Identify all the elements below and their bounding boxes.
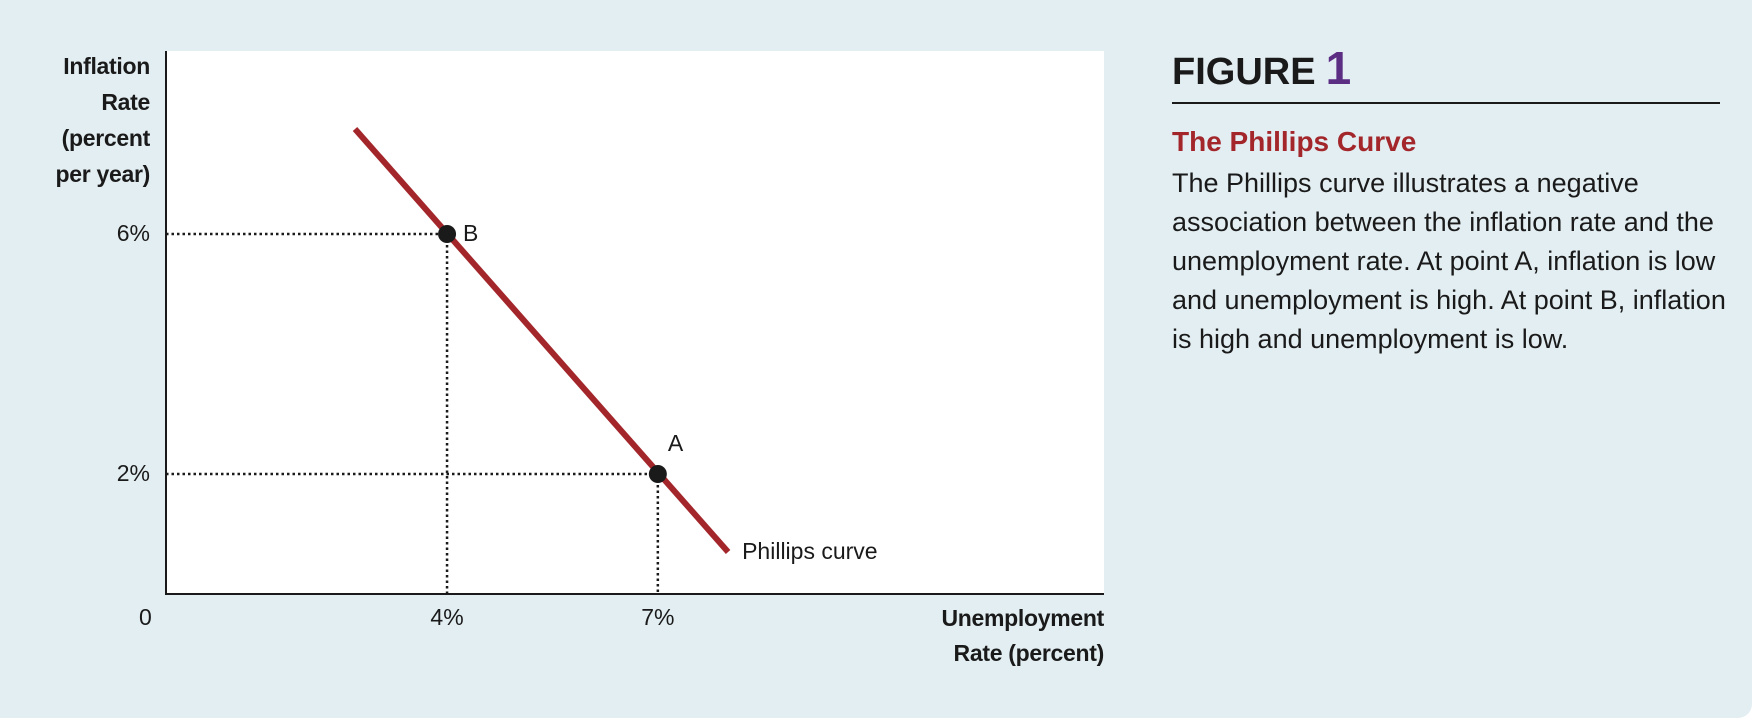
series-layer [352,127,731,554]
x-tick-label: 7% [641,604,675,630]
guide-lines [166,232,660,594]
origin-label: 0 [139,604,152,630]
y-axis-label-line: Rate [101,89,150,115]
figure-title: The Phillips Curve [1172,126,1417,157]
y-axis-label-line: Inflation [63,53,150,79]
x-axis-label-line: Unemployment [941,605,1104,631]
figure-number: 1 [1325,42,1352,94]
point-b-marker [438,225,457,243]
point-label-b: B [463,220,479,246]
figure-caption: The Phillips curve illustrates a negativ… [1172,168,1726,354]
points-layer [438,225,667,483]
figure-heading: FIGURE 1 [1172,44,1720,104]
phillips-curve-line [352,127,731,554]
y-tick-label: 2% [116,460,150,486]
plot-area [166,51,1104,594]
figure-heading-text: FIGURE [1172,51,1316,93]
y-axis-label-line: per year) [55,161,151,187]
x-axis-label-line: Rate (percent) [953,640,1105,666]
y-axis-label: Inflation Rate (percent per year) [55,48,151,192]
x-axis-label: Unemployment Rate (percent) [941,601,1104,671]
series-label: Phillips curve [742,538,878,564]
point-label-a: A [667,430,684,456]
y-axis-label-line: (percent [61,125,151,151]
point-a-marker [648,465,667,483]
x-tick-label: 4% [430,604,464,630]
y-tick-label: 6% [116,220,150,246]
